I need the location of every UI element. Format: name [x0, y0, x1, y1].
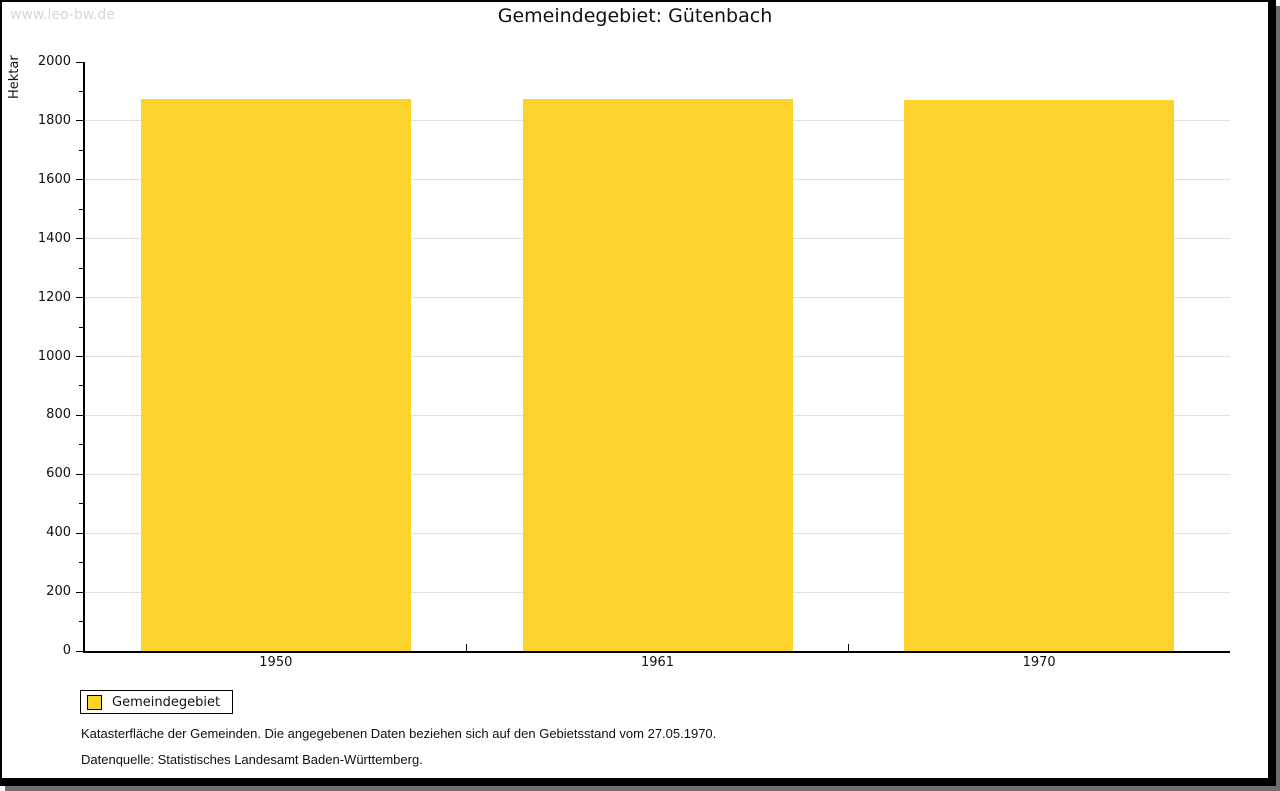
x-axis-divider-tick — [466, 644, 468, 651]
x-axis-category-label: 1970 — [1022, 655, 1056, 670]
y-axis-tick — [76, 179, 83, 181]
y-axis-minor-tick — [79, 621, 83, 623]
y-axis-tick-label: 1000 — [37, 348, 71, 364]
plot-area: 0 200 400 600 800 1000 1200 1400 1600 1800 2000 195… — [38, 54, 1230, 670]
y-axis-tick-label: 200 — [46, 584, 71, 600]
y-axis-minor-tick — [79, 562, 83, 564]
y-axis-minor-tick — [79, 503, 83, 505]
y-axis-tick-label: 0 — [62, 643, 71, 658]
legend-swatch-icon — [87, 694, 102, 710]
y-axis-tick-label: 1200 — [37, 289, 71, 305]
y-axis-minor-tick — [79, 208, 83, 210]
bar — [140, 99, 411, 651]
legend-label: Gemeindegebiet — [112, 694, 221, 710]
y-axis-minor-tick — [79, 267, 83, 269]
y-axis-tick-label: 600 — [46, 466, 71, 482]
y-axis-tick-label: 1600 — [37, 171, 71, 187]
x-axis-divider-tick — [847, 644, 849, 651]
y-axis-tick — [76, 591, 83, 593]
y-axis-tick-label: 800 — [46, 407, 71, 423]
y-axis-minor-tick — [79, 385, 83, 387]
y-axis-tick — [76, 532, 83, 534]
page-title: Gemeindegebiet: Gütenbach — [497, 5, 773, 27]
y-axis-tick — [76, 61, 83, 63]
y-axis-label: Hektar — [7, 55, 22, 99]
bar — [522, 99, 793, 651]
footnote: Datenquelle: Statistisches Landesamt Bad… — [81, 752, 423, 767]
y-axis-tick — [76, 356, 83, 357]
y-axis-tick-label: 400 — [46, 525, 71, 541]
y-axis-tick-label: 2000 — [37, 54, 71, 69]
y-axis-tick — [76, 473, 83, 475]
legend: Gemeindegebiet — [80, 690, 234, 714]
y-axis-minor-tick — [79, 326, 83, 328]
y-axis-minor-tick — [79, 90, 83, 92]
bar — [904, 100, 1175, 651]
y-axis-tick — [76, 650, 83, 652]
y-axis-tick — [76, 414, 83, 416]
x-axis-category-label: 1950 — [259, 655, 293, 670]
watermark: www.leo-bw.de — [10, 7, 115, 23]
y-axis-minor-tick — [79, 149, 83, 151]
y-axis-tick-label: 1400 — [37, 230, 71, 246]
footnote: Katasterfläche der Gemeinden. Die angege… — [81, 726, 717, 741]
y-axis-tick — [76, 120, 83, 122]
y-axis-tick — [76, 238, 83, 240]
y-axis-tick — [76, 297, 83, 299]
y-axis-minor-tick — [79, 444, 83, 446]
y-axis-tick-label: 1800 — [37, 112, 71, 128]
x-axis-category-label: 1961 — [640, 655, 675, 670]
